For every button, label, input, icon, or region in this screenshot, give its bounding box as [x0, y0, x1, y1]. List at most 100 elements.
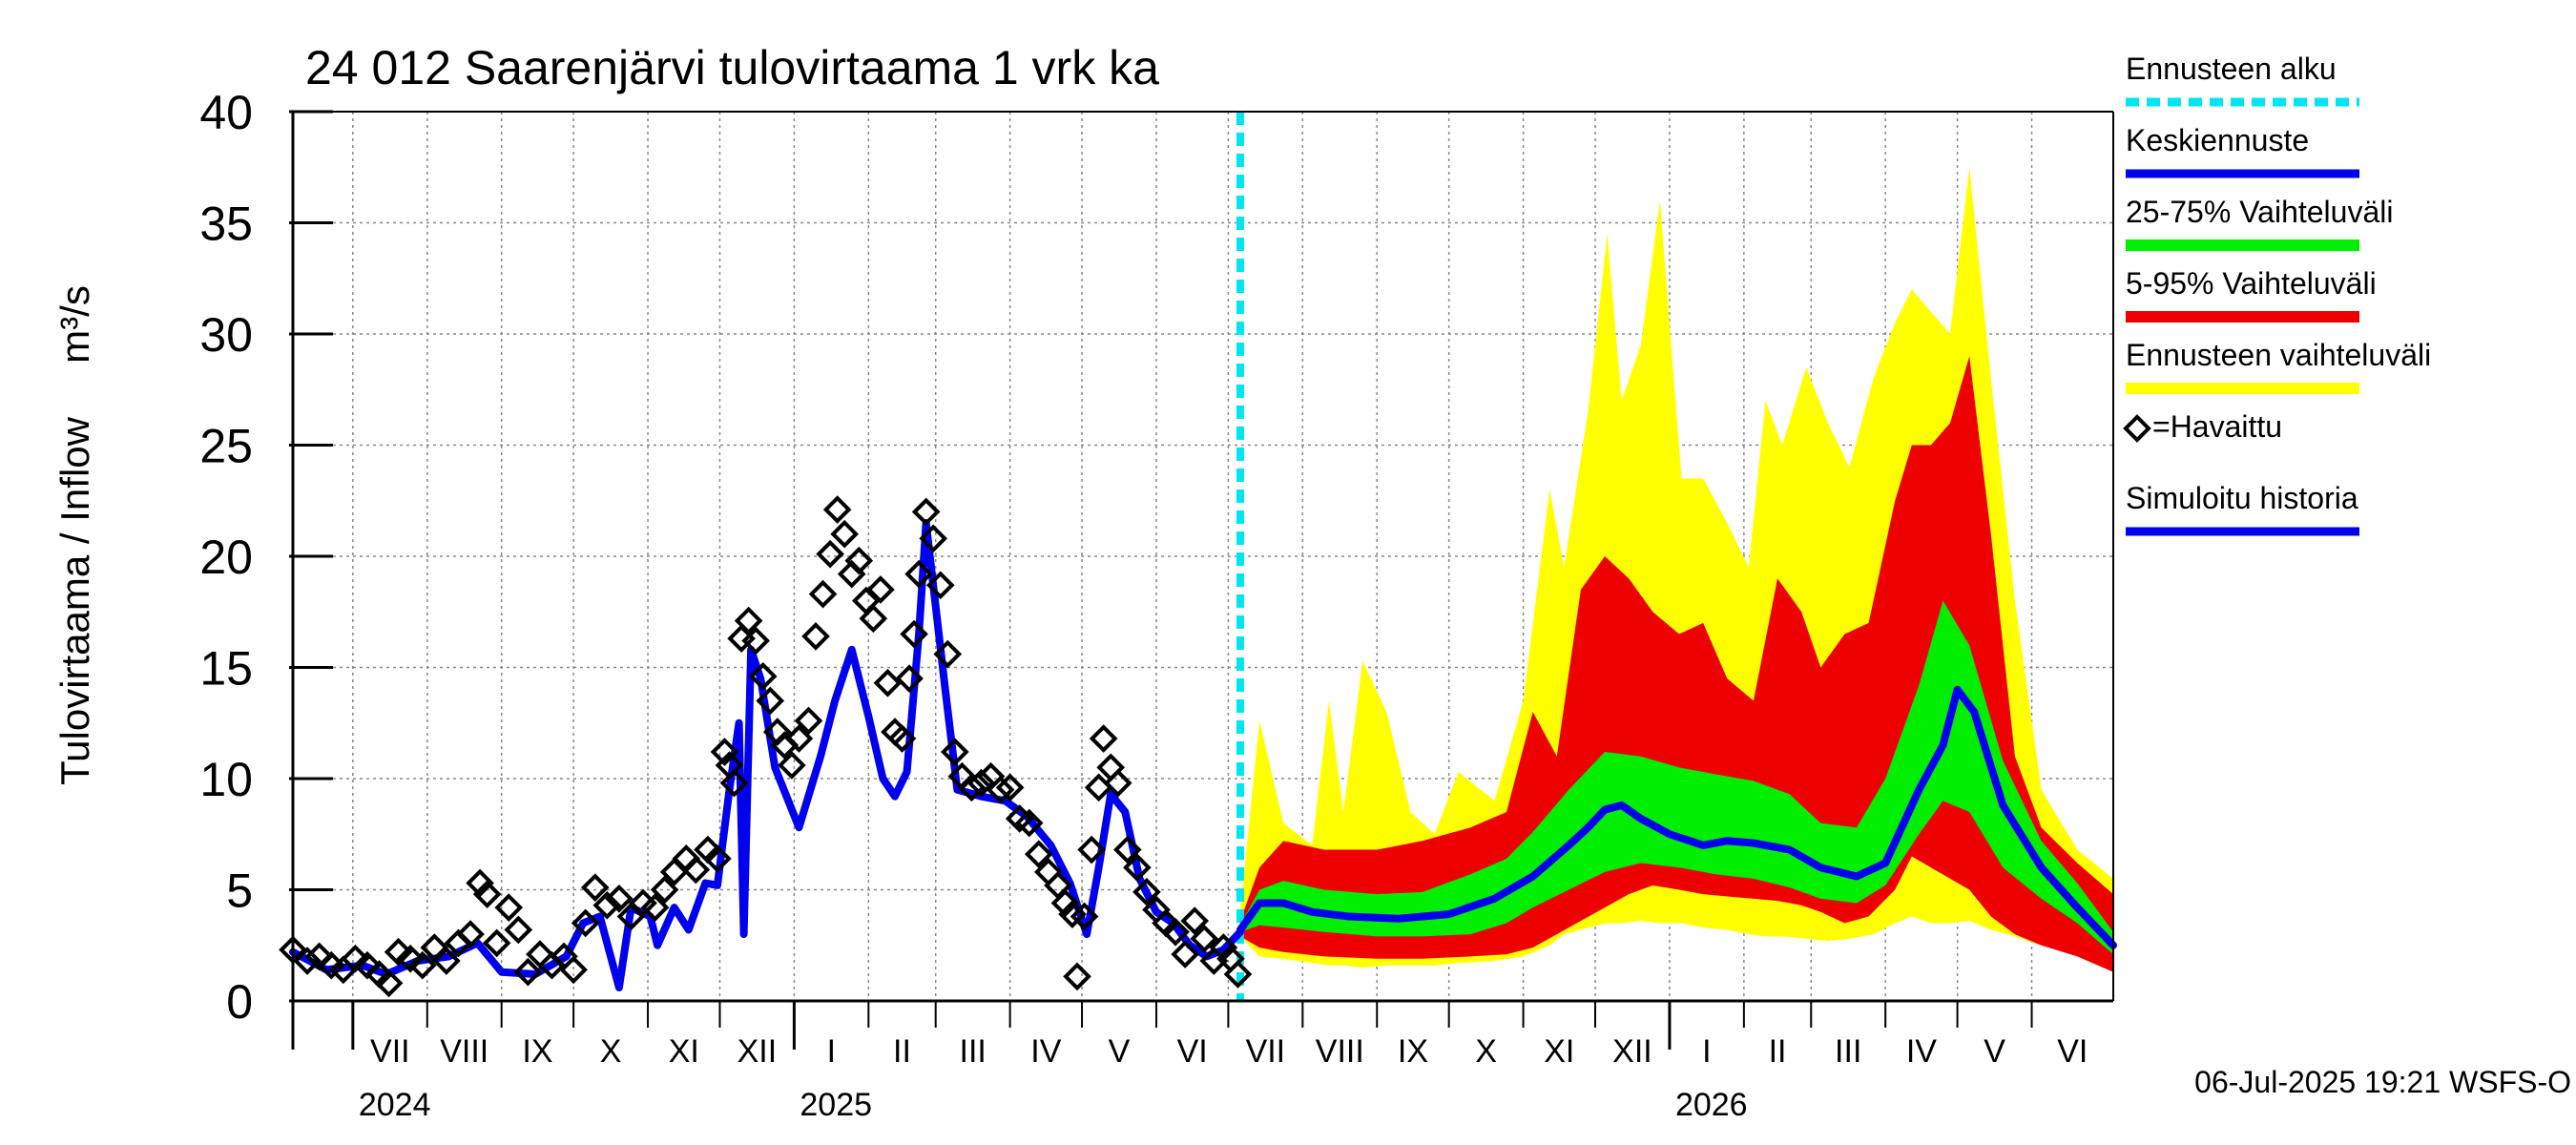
x-tick-label: VII — [1246, 1033, 1286, 1070]
observed-point — [748, 661, 778, 691]
line-keskiennuste — [1236, 685, 2117, 949]
year-label: 2025 — [800, 1087, 872, 1123]
observed-point — [482, 928, 511, 958]
observed-point — [1077, 835, 1106, 864]
observed-point — [1089, 724, 1118, 753]
x-tick-label: VIII — [1316, 1033, 1364, 1070]
observed-point — [384, 937, 413, 967]
x-tick-label: IX — [1398, 1033, 1428, 1070]
observed-point — [432, 947, 461, 975]
observed-point — [756, 686, 785, 716]
observed-point — [341, 944, 370, 973]
x-tick-label: XII — [1612, 1033, 1652, 1070]
observed-point — [374, 968, 404, 998]
footer-timestamp: 06-Jul-2025 19:21 WSFS-O — [2194, 1065, 2571, 1099]
observed-point — [1171, 940, 1199, 968]
y-axis-unit: m³/s — [52, 285, 97, 364]
observed-point — [1014, 808, 1044, 838]
y-tick-label: 40 — [199, 86, 253, 139]
x-tick-label: XII — [737, 1033, 778, 1070]
legend-label: Keskiennuste — [2126, 123, 2309, 157]
observed-point — [1209, 933, 1238, 962]
band-25-75-vaihteluv-li — [1239, 600, 2113, 955]
observed-point — [808, 579, 838, 609]
observed-point — [592, 890, 622, 920]
y-tick-label: 20 — [199, 531, 253, 584]
observed-point — [1190, 924, 1219, 953]
legend-label: Ennusteen alku — [2126, 52, 2337, 86]
observed-point — [1112, 835, 1142, 864]
series-lines — [289, 112, 2117, 1001]
observed-point — [304, 942, 334, 971]
x-tick-label: IV — [1906, 1033, 1937, 1070]
y-tick-label: 25 — [199, 420, 253, 473]
observed-point — [940, 738, 969, 766]
observed-point — [741, 626, 770, 656]
observed-point — [873, 668, 903, 697]
x-tick-label: X — [600, 1033, 622, 1070]
legend: Ennusteen alku Keskiennuste 25-75% Vaihtel… — [2123, 52, 2431, 536]
x-tick-label: I — [1702, 1033, 1711, 1070]
y-tick-label: 15 — [199, 642, 253, 696]
x-tick-label: IX — [522, 1033, 552, 1070]
observed-point — [801, 622, 830, 651]
observed-point — [904, 559, 933, 589]
x-tick-label: IV — [1030, 1033, 1061, 1070]
observed-point — [580, 873, 610, 902]
observed-point — [719, 768, 749, 798]
forecast-bands — [1239, 167, 2113, 972]
observed-point — [1103, 768, 1132, 798]
observed-point — [986, 775, 1015, 804]
observed-markers — [279, 495, 1253, 998]
x-tick-label: III — [1835, 1033, 1861, 1070]
observed-point — [816, 539, 844, 569]
observed-point — [494, 893, 524, 922]
observed-point — [640, 893, 670, 922]
observed-point — [1050, 888, 1080, 918]
observed-point — [957, 773, 987, 802]
legend-label: =Havaittu — [2152, 409, 2282, 444]
observed-point — [887, 724, 917, 753]
x-tick-label: III — [960, 1033, 987, 1070]
observed-point — [504, 915, 533, 945]
observed-point — [1096, 753, 1126, 782]
observed-point — [571, 908, 600, 938]
observed-point — [559, 955, 588, 985]
x-tick-label: II — [893, 1033, 911, 1070]
observed-point — [1070, 902, 1099, 931]
observed-point — [293, 947, 322, 975]
observed-point — [681, 855, 711, 885]
y-tick-label: 10 — [199, 753, 253, 806]
x-tick-label: V — [1109, 1033, 1131, 1070]
x-tick-label: I — [827, 1033, 836, 1070]
observed-point — [895, 664, 924, 693]
observed-point — [1132, 878, 1161, 906]
year-label: 2026 — [1675, 1087, 1748, 1123]
y-tick-label: 30 — [199, 308, 253, 362]
x-tick-label: V — [1984, 1033, 2005, 1070]
observed-point — [925, 571, 955, 600]
x-tick-label: VI — [1177, 1033, 1208, 1070]
observed-point — [822, 495, 852, 524]
observed-point — [734, 606, 763, 635]
observed-point — [866, 575, 895, 604]
observed-point — [966, 768, 996, 798]
observed-point — [605, 884, 634, 913]
x-tick-label: II — [1769, 1033, 1787, 1070]
chart-title: 24 012 Saarenjärvi tulovirtaama 1 vrk ka — [305, 41, 1159, 94]
observed-point — [911, 497, 941, 527]
x-tick-label: VI — [2057, 1033, 2088, 1070]
observed-point — [919, 524, 948, 553]
y-axis-label: Tulovirtaama / Inflow — [52, 416, 97, 785]
observed-point — [1024, 840, 1053, 869]
observed-point — [466, 868, 494, 898]
observed-point — [784, 724, 814, 753]
x-tick-label: VII — [370, 1033, 410, 1070]
observed-point — [1161, 917, 1190, 947]
legend-label: Simuloitu historia — [2126, 481, 2358, 515]
observed-point — [933, 639, 963, 669]
legend-label: 5-95% Vaihteluväli — [2126, 266, 2377, 301]
legend-diamond-icon — [2123, 414, 2151, 443]
